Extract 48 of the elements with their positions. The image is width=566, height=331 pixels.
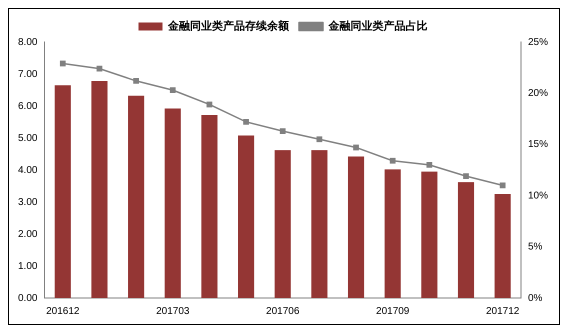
y2-tick-label: 25% <box>528 36 548 48</box>
point <box>243 119 249 125</box>
y-tick-label: 8.00 <box>18 36 38 48</box>
bar <box>164 108 181 298</box>
x-tick-label: 201712 <box>486 306 520 317</box>
y2-tick-label: 10% <box>528 190 548 202</box>
point <box>96 66 102 72</box>
y2-tick-label: 20% <box>528 88 548 99</box>
y2-tick-label: 15% <box>528 139 548 150</box>
bar <box>384 169 401 298</box>
bar <box>91 81 108 298</box>
x-tick-label: 201703 <box>156 306 190 317</box>
bar <box>311 150 328 298</box>
bar <box>421 172 438 298</box>
legend-label: 金融同业类产品存续余额 <box>167 19 290 32</box>
legend-label: 金融同业类产品占比 <box>328 19 428 32</box>
point <box>463 173 469 180</box>
y-tick-label: 0.00 <box>18 292 38 304</box>
y2-tick-label: 5% <box>528 242 543 253</box>
point <box>316 136 322 142</box>
point <box>426 162 432 168</box>
point <box>170 87 176 93</box>
point <box>133 78 139 84</box>
point <box>390 158 396 164</box>
x-tick-label: 201706 <box>266 306 300 317</box>
bar <box>54 85 71 298</box>
point <box>280 128 286 134</box>
point <box>500 182 506 188</box>
bar <box>494 194 511 298</box>
y-tick-label: 2.00 <box>18 228 38 240</box>
y-tick-label: 1.00 <box>18 260 38 272</box>
bar <box>348 156 364 298</box>
y-tick-label: 5.00 <box>18 132 38 144</box>
x-tick-label: 201612 <box>46 306 80 317</box>
point <box>206 102 212 108</box>
bar <box>458 182 474 298</box>
x-tick-label: 201709 <box>376 306 410 317</box>
y2-tick-label: 0% <box>528 292 543 304</box>
y-tick-label: 3.00 <box>18 196 38 208</box>
y-tick-label: 6.00 <box>18 100 38 112</box>
point <box>60 60 66 66</box>
bar <box>128 96 144 298</box>
bar <box>274 150 291 298</box>
bar <box>238 135 254 298</box>
y-tick-label: 7.00 <box>18 68 38 80</box>
bar <box>201 114 218 298</box>
y-tick-label: 4.00 <box>18 164 38 176</box>
point <box>353 144 359 150</box>
